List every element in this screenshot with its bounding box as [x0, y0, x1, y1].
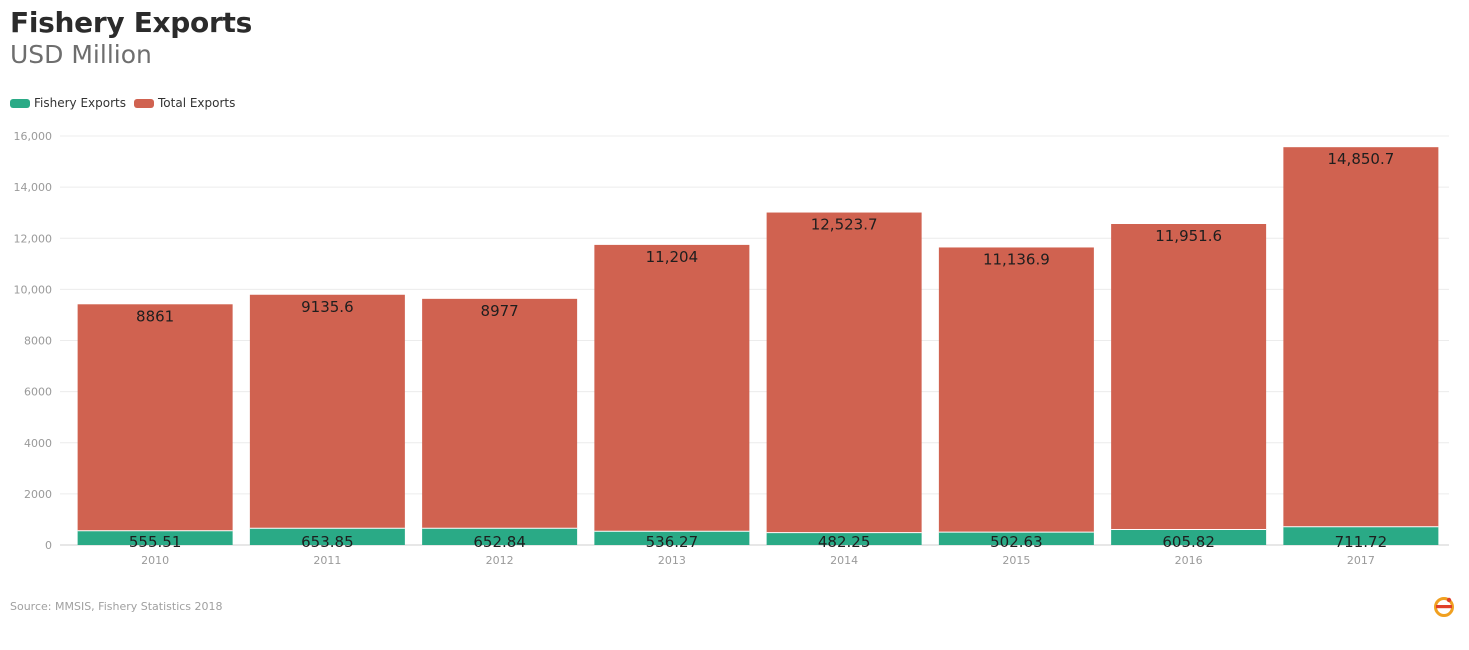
y-tick-label: 10,000: [14, 283, 53, 296]
y-tick-label: 14,000: [14, 181, 53, 194]
y-tick-label: 4000: [24, 437, 52, 450]
data-label-total-exports: 8861: [136, 307, 174, 325]
bar-fishery-exports: [1111, 529, 1267, 545]
data-label-total-exports: 14,850.7: [1327, 150, 1394, 168]
bar-total-exports: [1111, 224, 1267, 530]
y-tick-label: 12,000: [14, 232, 53, 245]
data-label-fishery-exports: 536.27: [646, 533, 699, 551]
bar-total-exports: [766, 212, 922, 533]
y-tick-label: 6000: [24, 386, 52, 399]
data-label-fishery-exports: 605.82: [1162, 533, 1215, 551]
data-label-fishery-exports: 711.72: [1335, 533, 1388, 551]
legend-swatch-total-exports: [134, 98, 154, 108]
data-label-total-exports: 11,204: [646, 248, 699, 266]
bar-total-exports: [1283, 147, 1439, 527]
data-label-total-exports: 8977: [481, 302, 519, 320]
bar-fishery-exports: [422, 528, 578, 545]
x-tick-label: 2017: [1347, 554, 1375, 567]
x-tick-label: 2015: [1002, 554, 1030, 567]
legend-swatch-fishery-exports: [10, 98, 30, 108]
data-label-fishery-exports: 652.84: [473, 533, 526, 551]
y-tick-label: 16,000: [14, 130, 53, 143]
legend: Fishery Exports Total Exports: [10, 96, 243, 110]
x-tick-label: 2010: [141, 554, 169, 567]
bar-total-exports: [422, 298, 578, 529]
y-tick-label: 8000: [24, 335, 52, 348]
bar-fishery-exports: [1283, 526, 1439, 545]
legend-label-fishery-exports: Fishery Exports: [34, 96, 126, 110]
legend-item-total-exports[interactable]: Total Exports: [134, 96, 235, 110]
legend-item-fishery-exports[interactable]: Fishery Exports: [10, 96, 126, 110]
bar-fishery-exports: [77, 530, 233, 545]
x-tick-label: 2012: [486, 554, 514, 567]
data-label-fishery-exports: 482.25: [818, 533, 871, 551]
chart-subtitle: USD Million: [10, 40, 152, 69]
source-note: Source: MMSIS, Fishery Statistics 2018: [10, 600, 223, 613]
x-tick-label: 2011: [313, 554, 341, 567]
x-tick-label: 2013: [658, 554, 686, 567]
bar-total-exports: [938, 247, 1094, 533]
y-tick-label: 2000: [24, 488, 52, 501]
bar-total-exports: [77, 304, 233, 531]
data-label-total-exports: 12,523.7: [811, 216, 878, 234]
bar-fishery-exports: [766, 532, 922, 545]
bar-fishery-exports: [249, 528, 405, 545]
data-label-fishery-exports: 653.85: [301, 533, 354, 551]
data-label-fishery-exports: 555.51: [129, 533, 182, 551]
logo-icon: [1434, 597, 1454, 617]
data-label-total-exports: 11,951.6: [1155, 227, 1222, 245]
x-tick-label: 2016: [1175, 554, 1203, 567]
bar-total-exports: [594, 244, 750, 532]
data-label-total-exports: 11,136.9: [983, 250, 1050, 268]
chart-title: Fishery Exports: [10, 6, 252, 39]
x-tick-label: 2014: [830, 554, 858, 567]
data-label-total-exports: 9135.6: [301, 298, 354, 316]
bar-fishery-exports: [938, 532, 1094, 545]
y-tick-label: 0: [45, 539, 52, 552]
bar-fishery-exports: [594, 531, 750, 545]
legend-label-total-exports: Total Exports: [158, 96, 236, 110]
data-label-fishery-exports: 502.63: [990, 533, 1043, 551]
bar-total-exports: [249, 294, 405, 529]
